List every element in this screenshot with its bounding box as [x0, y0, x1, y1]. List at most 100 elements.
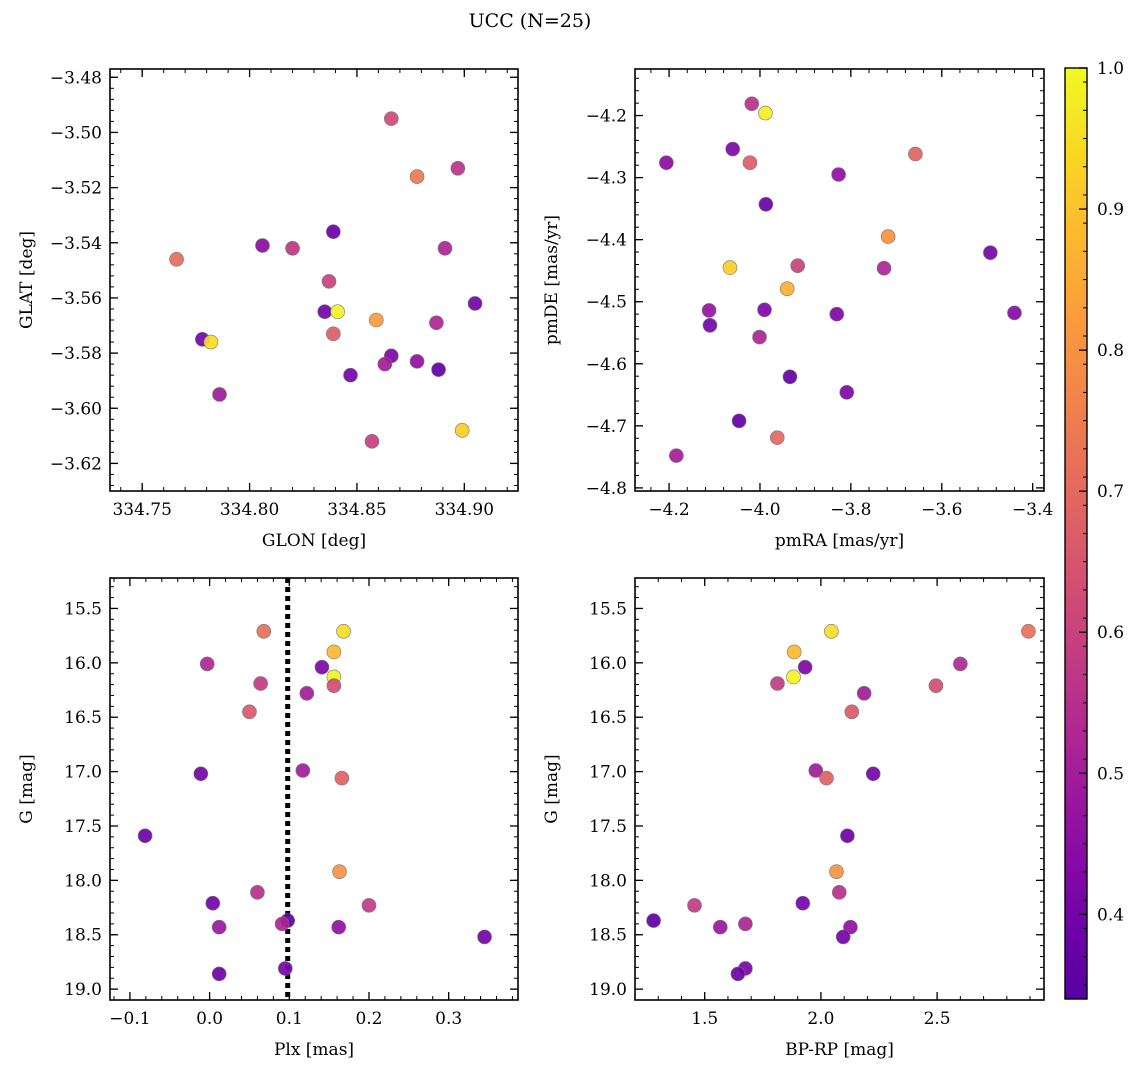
- data-point: [199, 656, 215, 672]
- y-tick-label: 19.0: [64, 980, 102, 1000]
- y-tick-label: 18.5: [589, 926, 627, 946]
- y-tick-label: −3.48: [50, 68, 102, 88]
- data-point: [819, 770, 834, 786]
- data-point: [205, 895, 221, 911]
- data-point: [779, 281, 795, 296]
- data-point: [326, 224, 341, 240]
- axes-frame: [634, 68, 1045, 492]
- y-tick-label: −4.2: [586, 107, 627, 127]
- panel-2: −4.2 −4.0 −3.8 −3.6 −3.4 −4.2 −4.3 −4.4 −4.5 −4.6…: [542, 68, 1053, 551]
- data-point: [742, 155, 758, 171]
- x-tick-label: 1.5: [691, 1009, 718, 1029]
- y-tick-label: 16.5: [589, 708, 627, 728]
- panel-3: −0.1 0.0 0.1 0.2 0.3 15.5 16.0 16.5 17.0 17.5 18.0…: [17, 577, 519, 1060]
- x-tick-label: −3.4: [1012, 500, 1053, 520]
- axis-ticks: [110, 578, 518, 1001]
- y-tick-label: 17.5: [589, 817, 627, 837]
- data-point: [831, 885, 847, 900]
- data-point: [1007, 305, 1022, 321]
- x-tick-label: −4.0: [739, 500, 780, 520]
- scatter-panels: 334.75 334.80 334.85 334.90 −3.48 −3.50 −3.52 −…: [17, 68, 1053, 1060]
- data-point: [137, 828, 153, 844]
- data-point: [454, 423, 470, 438]
- data-point: [317, 304, 333, 320]
- data-point: [928, 678, 944, 693]
- data-point: [431, 362, 446, 377]
- y-tick-label: −4.3: [586, 169, 627, 189]
- x-tick-label: −0.1: [109, 1009, 150, 1029]
- x-tick-label: 0.2: [355, 1009, 382, 1029]
- data-point: [368, 312, 384, 328]
- data-point: [256, 623, 272, 639]
- figure-title: UCC (N=25): [469, 10, 592, 32]
- data-point: [769, 430, 785, 445]
- data-point: [364, 434, 380, 449]
- x-tick-label: −3.6: [921, 500, 962, 520]
- data-point: [722, 260, 738, 275]
- x-tick-label: 334.75: [112, 500, 171, 520]
- data-point: [203, 334, 219, 350]
- data-point: [738, 916, 753, 932]
- x-tick-label: 334.85: [327, 500, 386, 520]
- y-tick-label: −3.60: [50, 399, 102, 419]
- data-point: [169, 252, 184, 267]
- y-tick-label: 16.0: [64, 654, 102, 674]
- data-point: [467, 296, 483, 311]
- x-tick-label: −3.8: [830, 500, 871, 520]
- data-point: [377, 356, 393, 372]
- data-point: [856, 685, 872, 701]
- y-tick-label: 15.5: [589, 599, 627, 619]
- axis-ticks: [634, 578, 1044, 1001]
- data-point: [274, 916, 290, 932]
- data-point: [880, 229, 896, 244]
- axes-frame: [109, 577, 519, 1001]
- y-tick-label: −3.62: [50, 454, 102, 474]
- data-point: [983, 245, 998, 260]
- colorbar-tick-label: 0.7: [1097, 482, 1124, 502]
- panel-4: 1.5 2.0 2.5 15.5 16.0 16.5 17.0 17.5 18.0 18.5 19.…: [542, 577, 1045, 1060]
- x-axis-label: pmRA [mas/yr]: [775, 531, 904, 551]
- data-point: [646, 913, 661, 928]
- y-tick-label: −3.54: [50, 234, 102, 254]
- data-point: [782, 369, 798, 385]
- data-point: [278, 961, 293, 976]
- x-tick-label: 0.0: [196, 1009, 223, 1029]
- y-axis-label: G [mag]: [542, 754, 562, 823]
- data-point: [758, 196, 774, 212]
- x-axis-label: GLON [deg]: [262, 531, 366, 551]
- y-tick-label: −3.56: [50, 289, 102, 309]
- colorbar-tick-label: 0.9: [1097, 200, 1124, 220]
- data-point: [450, 160, 466, 176]
- data-point: [1021, 623, 1036, 639]
- y-axis-label: GLAT [deg]: [17, 231, 37, 329]
- data-point: [876, 260, 892, 276]
- data-point: [336, 623, 351, 639]
- data-point: [770, 676, 785, 691]
- y-tick-label: 18.0: [589, 871, 627, 891]
- x-tick-label: 2.5: [924, 1009, 951, 1029]
- data-point: [295, 763, 311, 778]
- x-axis-label: BP-RP [mag]: [785, 1040, 894, 1060]
- y-tick-label: 15.5: [64, 599, 102, 619]
- data-point: [744, 96, 760, 112]
- x-tick-label: 2.0: [807, 1009, 834, 1029]
- x-tick-label: 0.1: [276, 1009, 303, 1029]
- scatter-points: [137, 578, 492, 1000]
- panel-1: 334.75 334.80 334.85 334.90 −3.48 −3.50 −3.52 −…: [17, 68, 519, 551]
- y-tick-label: −3.52: [50, 179, 102, 199]
- data-point: [840, 828, 855, 844]
- data-point: [212, 387, 227, 402]
- data-point: [908, 146, 923, 162]
- data-point: [211, 919, 227, 935]
- data-point: [285, 240, 300, 256]
- scatter-points: [169, 111, 483, 449]
- colorbar-tick-label: 1.0: [1097, 59, 1124, 79]
- data-point: [326, 644, 342, 660]
- data-point: [786, 644, 802, 660]
- data-point: [477, 929, 492, 945]
- data-point: [808, 763, 824, 778]
- data-point: [795, 895, 811, 911]
- data-point: [730, 966, 746, 982]
- scatter-points: [646, 623, 1036, 982]
- data-point: [953, 656, 968, 672]
